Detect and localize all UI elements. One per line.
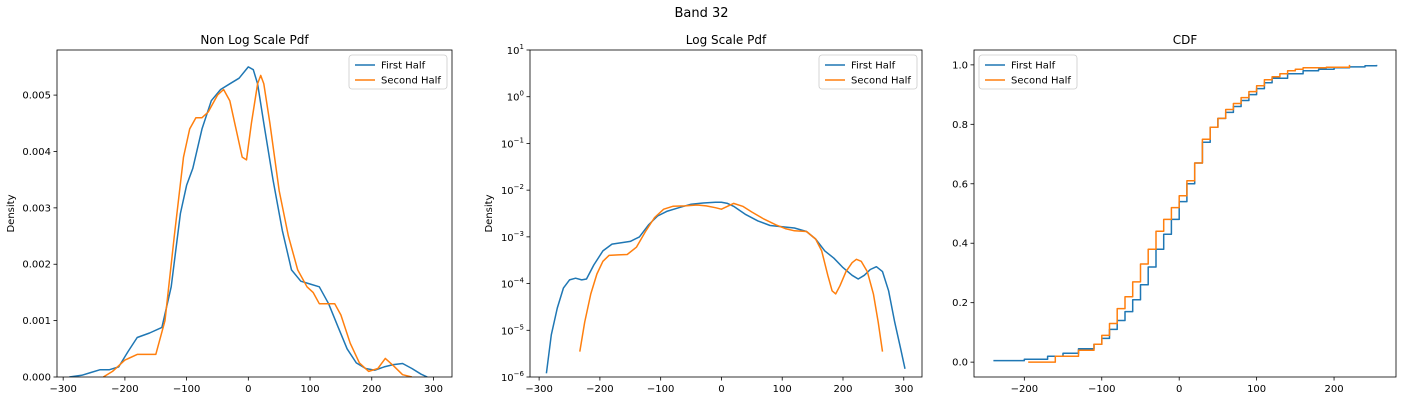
x-tick-label: −300 [525,384,552,395]
legend-label: Second Half [381,76,441,87]
x-tick-label: −200 [111,384,138,395]
y-tick-label: 0.000 [22,373,51,384]
x-tick-label: −300 [49,384,76,395]
axes-frame [529,49,923,378]
x-tick-label: 0 [1176,384,1182,395]
y-tick-label: 1.0 [952,60,968,71]
x-tick-label: 300 [424,384,443,395]
y-axis-label: Density [484,194,495,232]
chart-title: CDF [1173,33,1198,47]
x-tick-label: 100 [1247,384,1266,395]
legend-label: First Half [1011,61,1056,72]
x-tick-label: 0 [245,384,251,395]
chart-panel-2: Log Scale Pdf −300 −200 −100 0 100 200 300 10−6 1… [484,33,923,395]
x-tick-label: 100 [301,384,320,395]
y-tick-label: 10−6 [501,370,525,384]
legend: First Half Second Half [978,54,1078,90]
x-tick-label: −200 [586,384,613,395]
y-tick-label: 100 [507,90,524,104]
series-line-first-half [545,201,906,374]
y-tick-label: 0.8 [952,120,968,131]
y-axis-label: Density [6,194,17,232]
x-tick-label: 300 [894,384,913,395]
y-tick-label: 10−5 [501,323,524,337]
y-tick-label: 0.003 [22,203,51,214]
y-tick-label: 101 [507,43,524,57]
chart-panel-1: Non Log Scale Pdf −300 −200 −100 0 100 200 300 0… [6,33,453,395]
figure-suptitle: Band 32 [674,6,729,21]
series-line-first-half [993,64,1378,362]
legend: First Half Second Half [818,54,918,90]
y-tick-label: 0.004 [22,147,51,158]
y-tick-label: 10−3 [501,230,524,244]
chart-title: Non Log Scale Pdf [200,33,309,47]
legend: First Half Second Half [348,54,448,90]
legend-label: First Half [381,61,426,72]
series-line-second-half [102,74,413,377]
x-tick-label: −100 [173,384,200,395]
x-tick-label: −100 [1088,384,1115,395]
y-tick-label: 10−4 [501,277,525,291]
y-tick-label: 10−2 [501,183,524,197]
y-tick-label: 0.6 [952,179,968,190]
y-tick-label: 0.0 [952,358,968,369]
y-tick-label: 0.002 [22,260,51,271]
y-tick-label: 0.001 [22,316,51,327]
x-tick-label: 100 [773,384,792,395]
axes-frame [56,49,453,378]
chart-title: Log Scale Pdf [686,33,767,47]
y-tick-label: 0.2 [952,298,968,309]
y-tick-label: 10−1 [501,136,524,150]
series-line-second-half [1028,64,1351,363]
x-tick-label: −100 [647,384,674,395]
x-tick-label: 0 [718,384,724,395]
chart-panel-3: CDF −200 −100 0 100 200 0.0 0.2 0.4 0.6 0.8 1.0 Firs… [952,33,1397,395]
x-tick-label: 200 [1325,384,1344,395]
y-tick-label: 0.4 [952,239,968,250]
series-line-second-half [579,202,884,352]
axes-frame [973,49,1397,378]
y-tick-label: 0.005 [22,91,51,102]
legend-label: Second Half [1011,76,1071,87]
series-line-first-half [69,66,428,377]
x-tick-label: 200 [362,384,381,395]
x-tick-label: −200 [1011,384,1038,395]
legend-label: First Half [851,61,896,72]
legend-label: Second Half [851,76,911,87]
x-tick-label: 200 [833,384,852,395]
